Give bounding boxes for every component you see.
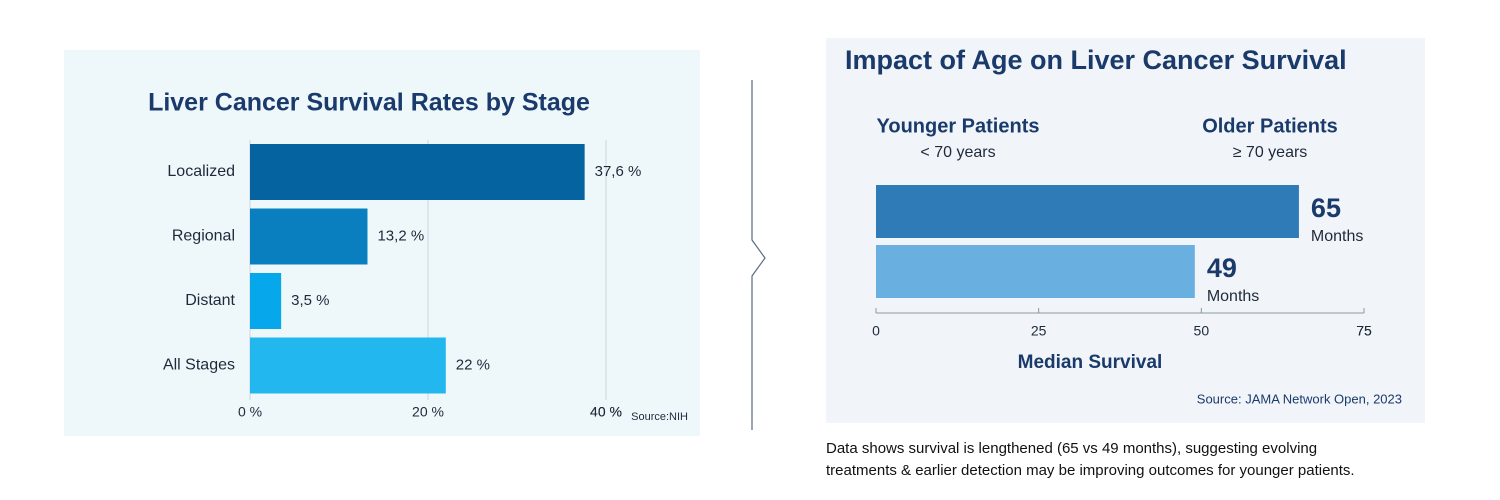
caption-line: Data shows survival is lengthened (65 vs… [826,440,1317,457]
bar [876,245,1195,298]
bar [250,144,585,200]
x-tick-label: 75 [1356,323,1372,339]
caption-line: treatments & earlier detection may be im… [826,462,1355,479]
value-label: 65 [1311,193,1341,223]
x-tick-label: 50 [1194,323,1210,339]
source: Source:NIH [631,411,688,423]
unit-label: Months [1207,288,1259,305]
value-label: 13,2 % [377,227,424,244]
x-tick-label: 40 % [590,404,622,420]
value-label: 3,5 % [291,292,329,309]
category-label: Distant [185,292,235,309]
x-tick-label: 75 [1356,323,1372,339]
category-label: Older Patients [1202,115,1338,137]
category-label: Localized [167,163,235,180]
category-subtitle: < 70 years [920,144,995,161]
x-tick-label: 20 % [412,404,444,420]
bar [876,185,1299,238]
bar [250,208,368,265]
category-subtitle: ≥ 70 years [1233,144,1308,161]
x-tick-label: 40 % [590,404,622,420]
category-label: All Stages [163,357,235,374]
value-label: 22 % [456,356,490,373]
value-label: 37,6 % [595,163,642,180]
x-tick-label: 25 [1031,323,1047,339]
x-tick-label: 0 [872,323,880,339]
chart-title: Liver Cancer Survival Rates by Stage [148,89,590,117]
divider [751,80,766,430]
x-tick-label: 0 % [238,404,262,420]
value-label: 49 [1207,253,1237,283]
bar [250,273,282,329]
unit-label: Months [1311,228,1363,245]
category-label: Younger Patients [877,115,1040,137]
x-axis-label: Median Survival [1018,352,1163,373]
source: Source: JAMA Network Open, 2023 [1197,391,1402,406]
bar [250,337,446,394]
category-label: Regional [172,228,235,245]
chart-title: Impact of Age on Liver Cancer Survival [845,45,1347,75]
